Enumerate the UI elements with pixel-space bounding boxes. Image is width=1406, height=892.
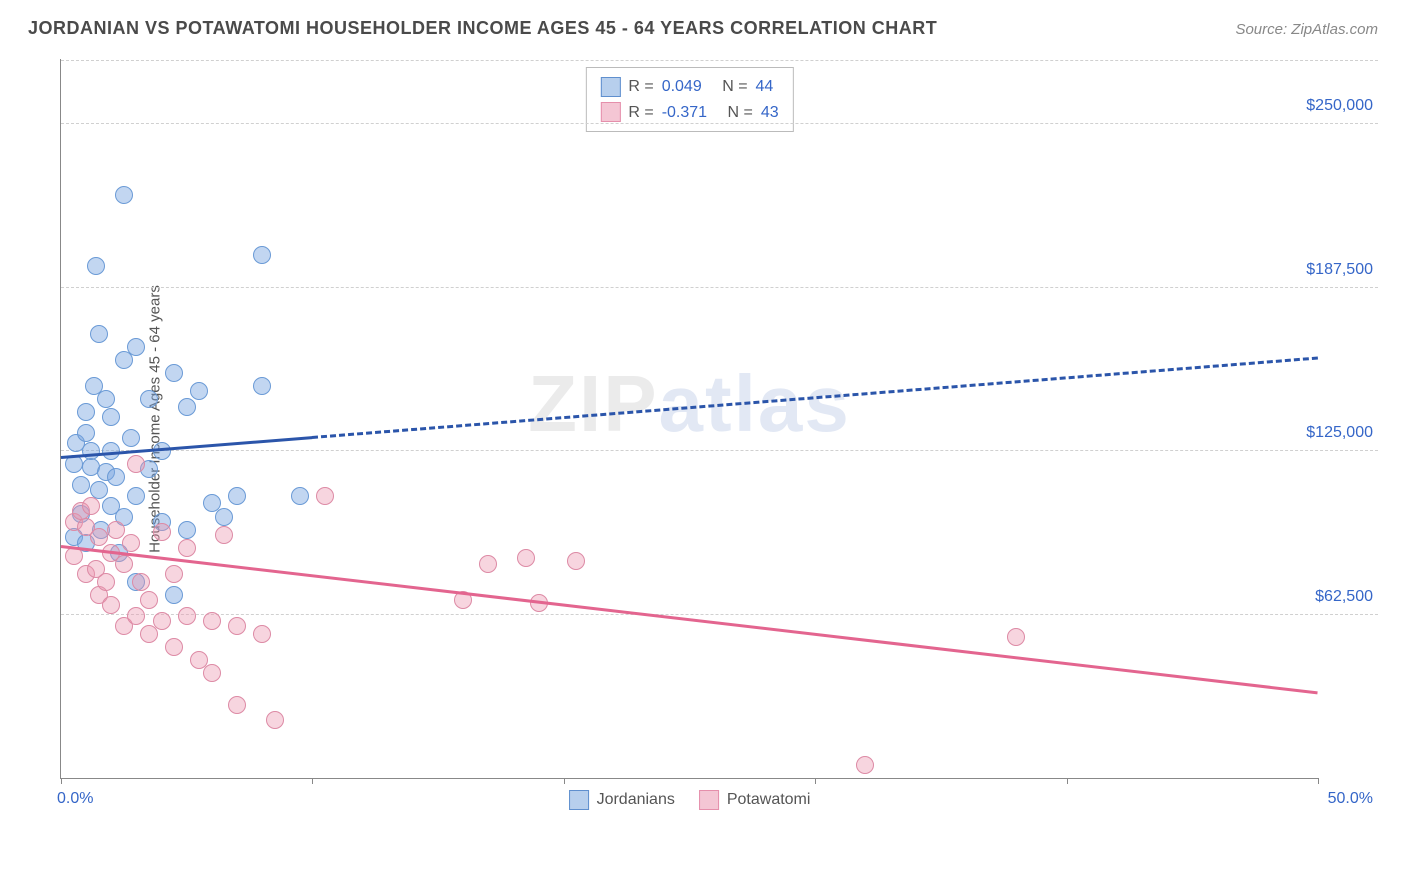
data-point [72,476,90,494]
data-point [153,612,171,630]
legend-item: Potawatomi [699,790,811,810]
data-point [97,390,115,408]
data-point [203,664,221,682]
source-attribution: Source: ZipAtlas.com [1235,21,1378,38]
data-point [77,403,95,421]
data-point [517,549,535,567]
data-point [115,186,133,204]
trend-line [312,357,1318,439]
gridline [61,60,1378,61]
x-tick [564,778,565,784]
data-point [178,539,196,557]
data-point [178,521,196,539]
data-point [856,756,874,774]
data-point [82,497,100,515]
data-point [266,711,284,729]
data-point [127,607,145,625]
x-max-label: 50.0% [1328,790,1373,808]
gridline [61,123,1378,124]
data-point [190,382,208,400]
x-min-label: 0.0% [57,790,93,808]
x-tick [61,778,62,784]
data-point [228,487,246,505]
data-point [228,696,246,714]
data-point [127,487,145,505]
y-tick-label: $62,500 [1315,588,1373,606]
data-point [122,534,140,552]
series-legend: Jordanians Potawatomi [569,790,811,810]
data-point [316,487,334,505]
correlation-legend-row: R = -0.371 N = 43 [600,100,778,126]
data-point [165,586,183,604]
watermark: ZIPatlas [528,358,851,450]
legend-swatch [600,102,620,122]
data-point [87,257,105,275]
y-tick-label: $125,000 [1306,424,1373,442]
chart-container: ZIPatlas Householder Income Ages 45 - 64… [60,49,1378,829]
y-tick-label: $187,500 [1306,261,1373,279]
data-point [479,555,497,573]
data-point [122,429,140,447]
data-point [228,617,246,635]
data-point [97,573,115,591]
x-tick [815,778,816,784]
data-point [90,528,108,546]
data-point [253,625,271,643]
plot-area: ZIPatlas Householder Income Ages 45 - 64… [60,59,1318,779]
data-point [127,338,145,356]
chart-title: JORDANIAN VS POTAWATOMI HOUSEHOLDER INCO… [28,18,937,39]
data-point [102,596,120,614]
data-point [165,565,183,583]
data-point [127,455,145,473]
data-point [77,424,95,442]
data-point [140,390,158,408]
data-point [107,521,125,539]
data-point [102,408,120,426]
correlation-legend-row: R = 0.049 N = 44 [600,74,778,100]
gridline [61,614,1378,615]
x-tick [1318,778,1319,784]
gridline [61,287,1378,288]
data-point [107,468,125,486]
data-point [140,591,158,609]
data-point [82,442,100,460]
data-point [132,573,150,591]
data-point [115,555,133,573]
legend-swatch [569,790,589,810]
trend-line [61,545,1318,694]
data-point [203,612,221,630]
data-point [253,246,271,264]
data-point [1007,628,1025,646]
x-tick [1067,778,1068,784]
y-tick-label: $250,000 [1306,97,1373,115]
data-point [215,508,233,526]
data-point [90,325,108,343]
legend-swatch [600,77,620,97]
data-point [291,487,309,505]
data-point [215,526,233,544]
data-point [178,398,196,416]
legend-swatch [699,790,719,810]
legend-item: Jordanians [569,790,675,810]
data-point [178,607,196,625]
data-point [165,364,183,382]
data-point [253,377,271,395]
data-point [567,552,585,570]
x-tick [312,778,313,784]
data-point [153,523,171,541]
data-point [165,638,183,656]
gridline [61,450,1378,451]
